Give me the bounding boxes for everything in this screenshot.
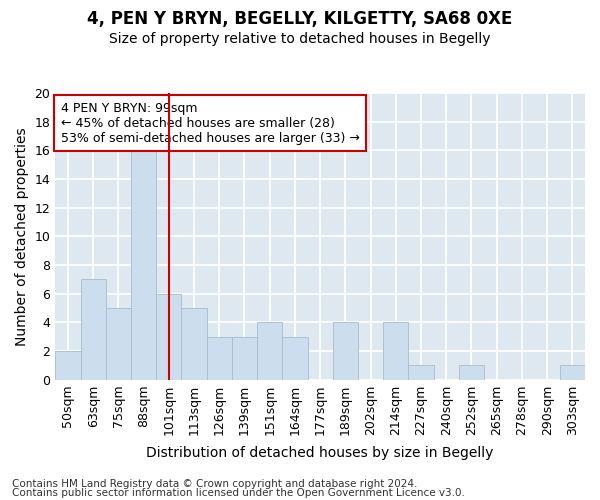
Text: 4, PEN Y BRYN, BEGELLY, KILGETTY, SA68 0XE: 4, PEN Y BRYN, BEGELLY, KILGETTY, SA68 0… (88, 10, 512, 28)
Bar (257, 322, 283, 380)
Bar (232, 336, 257, 380)
Text: Contains public sector information licensed under the Open Government Licence v3: Contains public sector information licen… (12, 488, 465, 498)
Bar (106, 308, 131, 380)
Y-axis label: Number of detached properties: Number of detached properties (15, 127, 29, 346)
Bar (459, 365, 484, 380)
Bar (156, 294, 181, 380)
Bar (80, 279, 106, 380)
Bar (206, 336, 232, 380)
Bar (560, 365, 585, 380)
X-axis label: Distribution of detached houses by size in Begelly: Distribution of detached houses by size … (146, 446, 494, 460)
Bar (409, 365, 434, 380)
Bar (283, 336, 308, 380)
Bar (333, 322, 358, 380)
Text: Size of property relative to detached houses in Begelly: Size of property relative to detached ho… (109, 32, 491, 46)
Text: Contains HM Land Registry data © Crown copyright and database right 2024.: Contains HM Land Registry data © Crown c… (12, 479, 418, 489)
Bar (55, 351, 80, 380)
Bar (383, 322, 409, 380)
Text: 4 PEN Y BRYN: 99sqm
← 45% of detached houses are smaller (28)
53% of semi-detach: 4 PEN Y BRYN: 99sqm ← 45% of detached ho… (61, 102, 359, 144)
Bar (131, 136, 156, 380)
Bar (181, 308, 206, 380)
